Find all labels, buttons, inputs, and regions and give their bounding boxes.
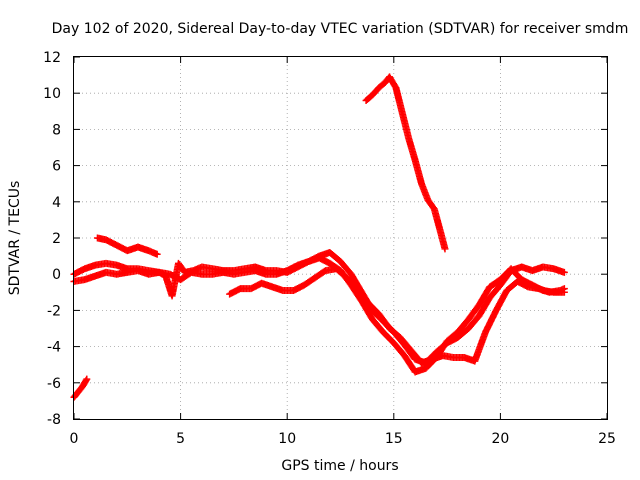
y-axis-label: SDTVAR / TECUs	[7, 181, 23, 296]
series-track-b	[93, 234, 161, 258]
data-point	[441, 245, 449, 253]
data-point	[153, 250, 161, 258]
x-tick-label: 10	[278, 431, 296, 447]
axis-ticks: 0 5 10 15 20 25 -8 -6 -4 -2 0 2 4 6 8 10 12	[43, 50, 616, 447]
data-point	[83, 375, 91, 383]
y-tick-label: 8	[52, 122, 61, 138]
series-track-c	[70, 248, 568, 367]
chart-title: Day 102 of 2020, Sidereal Day-to-day VTE…	[52, 21, 629, 37]
series-track-f	[362, 73, 449, 253]
x-tick-label: 25	[598, 431, 616, 447]
y-tick-label: -8	[47, 412, 61, 428]
series-track-a	[70, 375, 91, 401]
data-point	[560, 285, 568, 293]
data-marks	[70, 73, 568, 401]
y-tick-label: 0	[52, 267, 61, 283]
grid	[74, 57, 607, 419]
x-tick-label: 5	[176, 431, 185, 447]
x-tick-label: 15	[385, 431, 403, 447]
data-point	[560, 268, 568, 276]
x-axis-label: GPS time / hours	[281, 458, 398, 474]
y-tick-label: 10	[43, 86, 61, 102]
x-tick-label: 0	[70, 431, 79, 447]
y-tick-label: 2	[52, 231, 61, 247]
y-tick-label: 4	[52, 195, 61, 211]
y-tick-label: 12	[43, 50, 61, 66]
plot-frame	[73, 56, 608, 420]
x-tick-label: 20	[491, 431, 509, 447]
y-tick-label: -6	[47, 376, 61, 392]
y-tick-label: 6	[52, 159, 61, 175]
y-tick-label: -2	[47, 303, 61, 319]
series-track-e	[226, 265, 568, 367]
y-tick-label: -4	[47, 340, 61, 356]
